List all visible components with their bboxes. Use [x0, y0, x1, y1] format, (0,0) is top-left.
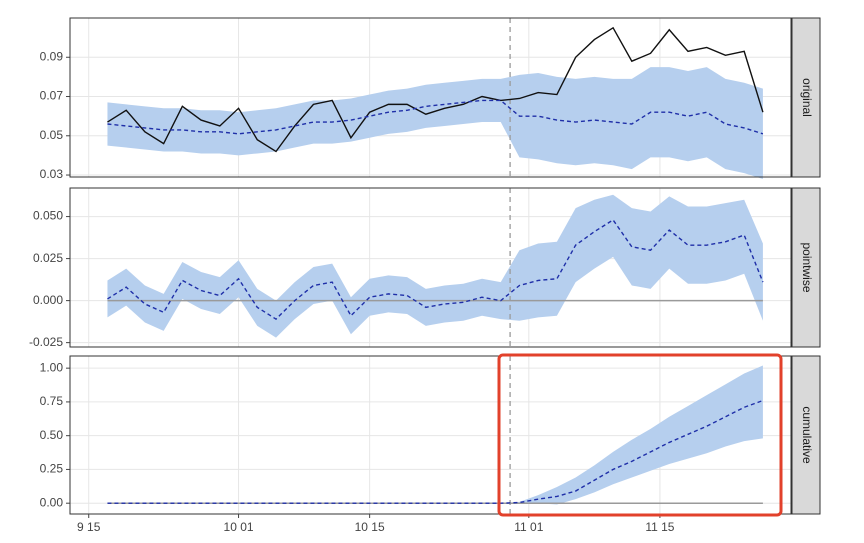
- x-tick-label: 10 15: [355, 520, 385, 534]
- y-tick-label: 0.50: [40, 428, 64, 442]
- highlight-box: [497, 353, 783, 517]
- y-tick-label: 0.050: [33, 209, 63, 223]
- y-tick-label: 0.025: [33, 251, 63, 265]
- y-tick-label: 1.00: [40, 360, 64, 374]
- strip-label: cumulative: [800, 406, 814, 464]
- y-tick-label: 0.75: [40, 394, 64, 408]
- observed-line: [107, 26, 764, 153]
- predicted-line: [107, 218, 764, 320]
- y-tick-label: 0.03: [40, 167, 64, 181]
- interval-band: [107, 194, 763, 338]
- interval-band: [107, 67, 763, 179]
- y-tick-label: 0.07: [40, 89, 64, 103]
- x-tick-label: 11 15: [645, 520, 674, 534]
- y-tick-label: 0.09: [40, 49, 64, 63]
- interval-band: [107, 365, 763, 505]
- panel-border: [69, 17, 792, 178]
- y-tick-label: -0.025: [29, 335, 63, 349]
- strip-background: [791, 17, 821, 178]
- panel-border: [69, 187, 792, 348]
- y-tick-label: 0.00: [40, 495, 64, 509]
- strip-background: [791, 355, 821, 515]
- strip-background: [791, 187, 821, 348]
- strip-label: original: [800, 78, 814, 117]
- predicted-line: [107, 99, 764, 135]
- y-tick-label: 0.05: [40, 128, 64, 142]
- panel-border: [69, 355, 792, 515]
- x-tick-label: 11 01: [514, 520, 543, 534]
- y-tick-label: 0.000: [33, 293, 63, 307]
- strip-label: pointwise: [800, 242, 814, 292]
- x-tick-label: 10 01: [224, 520, 254, 534]
- x-tick-label: 9 15: [77, 520, 101, 534]
- y-tick-label: 0.25: [40, 462, 64, 476]
